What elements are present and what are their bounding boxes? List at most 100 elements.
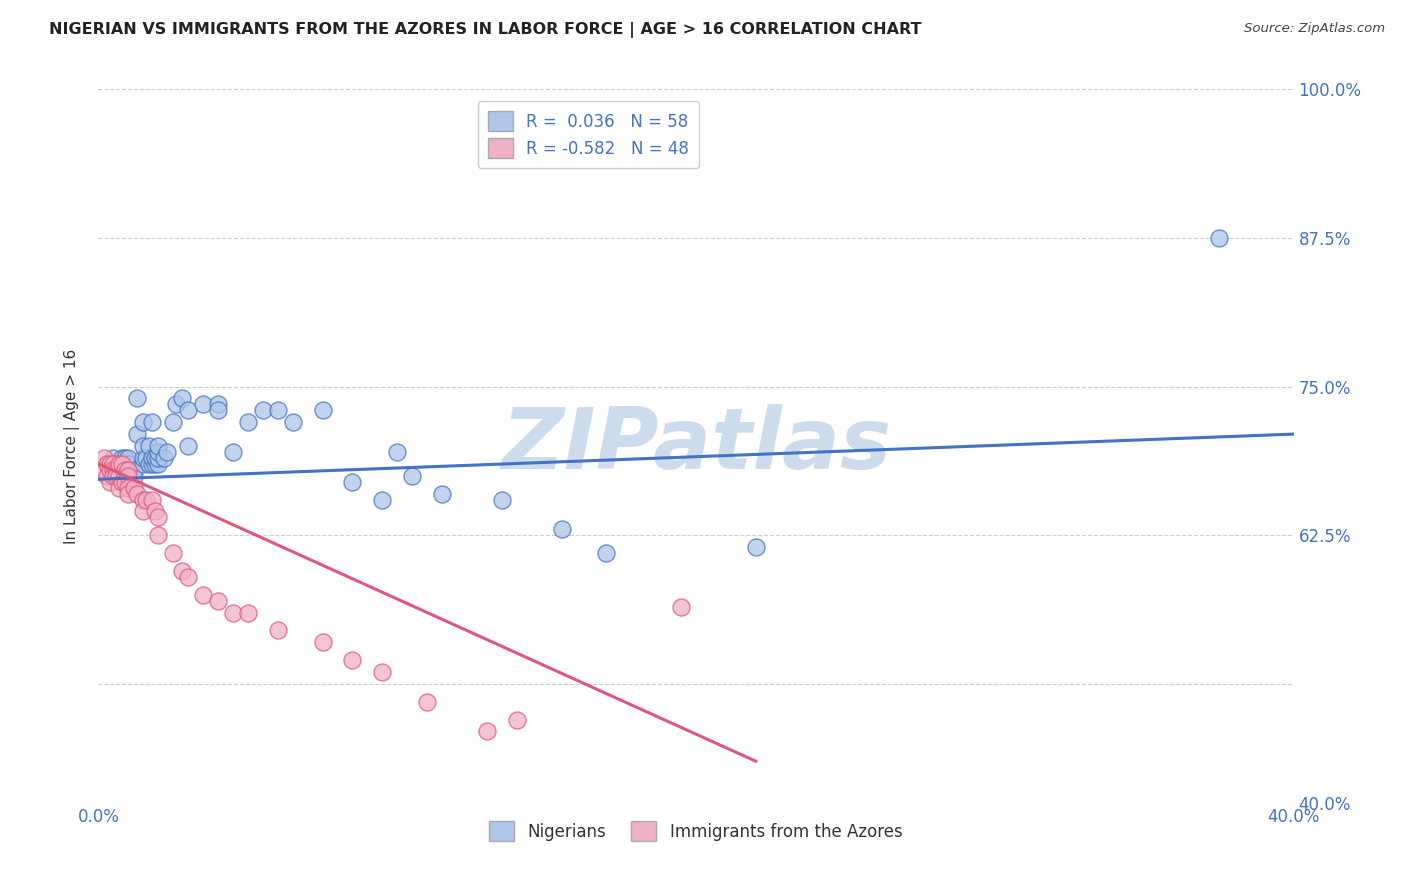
Point xyxy=(138,457,160,471)
Text: ZIPatlas: ZIPatlas xyxy=(501,404,891,488)
Point xyxy=(401,468,423,483)
Point xyxy=(135,450,157,465)
Point xyxy=(103,450,125,465)
Point xyxy=(114,450,136,465)
Point xyxy=(127,486,149,500)
Point xyxy=(98,457,122,471)
Point xyxy=(111,475,134,489)
Point xyxy=(252,403,274,417)
Point xyxy=(105,463,128,477)
Point xyxy=(143,450,166,465)
Point xyxy=(745,540,768,554)
Point xyxy=(385,445,409,459)
Point xyxy=(148,439,170,453)
Point xyxy=(127,427,149,442)
Point xyxy=(371,665,394,679)
Point xyxy=(93,463,115,477)
Point xyxy=(148,445,170,459)
Point xyxy=(111,450,134,465)
Point xyxy=(165,397,187,411)
Point xyxy=(342,475,364,489)
Point xyxy=(177,570,200,584)
Point xyxy=(162,415,184,429)
Point xyxy=(191,588,214,602)
Point xyxy=(135,492,157,507)
Point xyxy=(96,457,118,471)
Point xyxy=(127,392,149,406)
Point xyxy=(103,468,125,483)
Point xyxy=(124,481,146,495)
Point xyxy=(141,457,163,471)
Point xyxy=(267,403,290,417)
Point xyxy=(108,457,131,471)
Point xyxy=(114,463,136,477)
Point xyxy=(141,492,163,507)
Point xyxy=(96,468,118,483)
Point xyxy=(124,463,146,477)
Point xyxy=(177,403,200,417)
Point xyxy=(138,439,160,453)
Point xyxy=(108,481,131,495)
Point xyxy=(108,468,131,483)
Point xyxy=(132,504,155,518)
Point xyxy=(117,450,139,465)
Point xyxy=(162,546,184,560)
Point xyxy=(132,415,155,429)
Point xyxy=(371,492,394,507)
Point xyxy=(156,445,179,459)
Point xyxy=(117,481,139,495)
Point xyxy=(311,403,333,417)
Point xyxy=(207,403,229,417)
Point xyxy=(311,635,333,649)
Point xyxy=(117,486,139,500)
Point xyxy=(124,468,146,483)
Point xyxy=(98,463,122,477)
Point xyxy=(141,415,163,429)
Point xyxy=(93,450,115,465)
Point xyxy=(114,475,136,489)
Point xyxy=(132,492,155,507)
Point xyxy=(103,457,125,471)
Point xyxy=(1208,231,1230,245)
Point xyxy=(506,713,529,727)
Point xyxy=(111,457,134,471)
Point xyxy=(117,463,139,477)
Point xyxy=(108,463,131,477)
Point xyxy=(117,457,139,471)
Point xyxy=(148,510,170,524)
Point xyxy=(103,457,125,471)
Point xyxy=(98,475,122,489)
Point xyxy=(416,695,439,709)
Point xyxy=(491,492,513,507)
Point xyxy=(103,463,125,477)
Point xyxy=(114,457,136,471)
Point xyxy=(281,415,304,429)
Text: Source: ZipAtlas.com: Source: ZipAtlas.com xyxy=(1244,22,1385,36)
Point xyxy=(105,468,128,483)
Point xyxy=(153,450,176,465)
Point xyxy=(430,486,453,500)
Point xyxy=(132,439,155,453)
Point xyxy=(172,564,194,578)
Point xyxy=(207,593,229,607)
Point xyxy=(191,397,214,411)
Legend: Nigerians, Immigrants from the Azores: Nigerians, Immigrants from the Azores xyxy=(482,814,910,848)
Y-axis label: In Labor Force | Age > 16: In Labor Force | Age > 16 xyxy=(63,349,80,543)
Point xyxy=(105,468,128,483)
Point xyxy=(141,450,163,465)
Point xyxy=(172,392,194,406)
Point xyxy=(267,624,290,638)
Point xyxy=(236,415,259,429)
Point xyxy=(595,546,617,560)
Point xyxy=(222,606,245,620)
Text: NIGERIAN VS IMMIGRANTS FROM THE AZORES IN LABOR FORCE | AGE > 16 CORRELATION CHA: NIGERIAN VS IMMIGRANTS FROM THE AZORES I… xyxy=(49,22,922,38)
Point xyxy=(117,457,139,471)
Point xyxy=(236,606,259,620)
Point xyxy=(342,653,364,667)
Point xyxy=(550,522,572,536)
Point xyxy=(148,450,170,465)
Point xyxy=(475,724,498,739)
Point xyxy=(143,457,166,471)
Point xyxy=(148,457,170,471)
Point xyxy=(222,445,245,459)
